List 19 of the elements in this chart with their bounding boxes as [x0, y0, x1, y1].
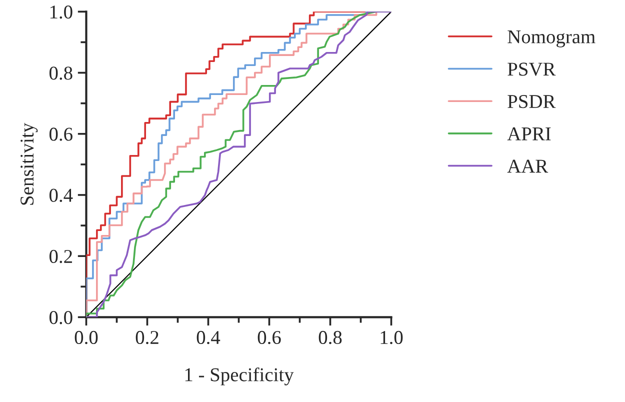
x-axis-title: 1 - Specificity: [185, 367, 294, 386]
y-tick-label: 0.6: [49, 128, 72, 141]
x-tick-label: 0.2: [136, 330, 158, 344]
y-axis-title: Sensitivity: [20, 122, 38, 205]
y-tick-label: 1.0: [50, 5, 72, 19]
x-tick-label: 0.6: [258, 330, 281, 344]
x-tick-label: 0.0: [74, 330, 98, 344]
y-tick-label: 0.0: [49, 310, 72, 324]
legend-label: PSVR: [508, 62, 556, 76]
legend-label: AAR: [507, 160, 548, 173]
legend-label: PSDR: [508, 95, 556, 108]
legend-label: Nomogram: [508, 30, 596, 48]
y-tick-label: 0.4: [49, 188, 73, 202]
x-tick-label: 0.4: [196, 330, 220, 344]
y-tick-label: 0.8: [49, 66, 72, 80]
y-tick-label: 0.2: [49, 250, 72, 264]
x-tick-label: 0.8: [318, 330, 342, 344]
legend-label: APRI: [507, 127, 551, 140]
x-tick-label: 1.0: [380, 330, 403, 344]
